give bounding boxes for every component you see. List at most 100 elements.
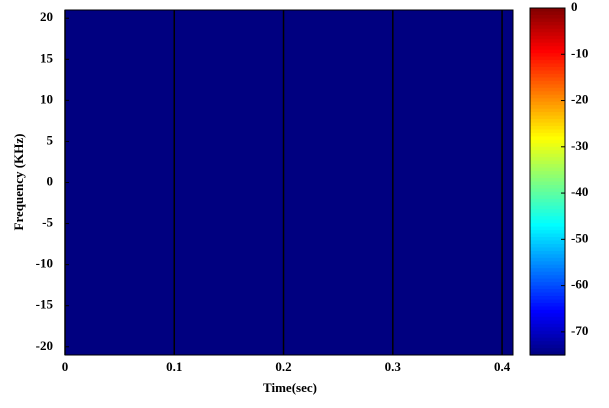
- colorbar-segment: [530, 257, 565, 262]
- colorbar-segment: [530, 87, 565, 92]
- colorbar-segment: [530, 157, 565, 162]
- colorbar-tick-label: -30: [571, 138, 588, 153]
- colorbar-segment: [530, 313, 565, 318]
- colorbar-segment: [530, 223, 565, 228]
- colorbar-segment: [530, 320, 565, 325]
- colorbar-segment: [530, 132, 565, 137]
- colorbar-tick-label: -50: [571, 230, 588, 245]
- colorbar-segment: [530, 292, 565, 297]
- y-tick-label: 5: [47, 132, 54, 147]
- colorbar-segment: [530, 70, 565, 75]
- y-tick-label: -20: [36, 338, 53, 353]
- colorbar-segment: [530, 261, 565, 266]
- x-tick-label: 0.1: [166, 359, 182, 374]
- colorbar-segment: [530, 212, 565, 217]
- colorbar-segment: [530, 136, 565, 141]
- colorbar-segment: [530, 264, 565, 269]
- colorbar-segment: [530, 268, 565, 273]
- colorbar-tick-label: -60: [571, 277, 588, 292]
- colorbar-segment: [530, 53, 565, 58]
- colorbar-segment: [530, 153, 565, 158]
- colorbar-segment: [530, 337, 565, 342]
- colorbar-segment: [530, 80, 565, 85]
- colorbar-segment: [530, 285, 565, 290]
- colorbar-segment: [530, 42, 565, 47]
- colorbar-segment: [530, 143, 565, 148]
- colorbar-segment: [530, 306, 565, 311]
- colorbar-segment: [530, 299, 565, 304]
- colorbar-segment: [530, 139, 565, 144]
- colorbar-segment: [530, 348, 565, 353]
- colorbar-segment: [530, 181, 565, 186]
- colorbar-segment: [530, 289, 565, 294]
- colorbar-segment: [530, 129, 565, 134]
- colorbar-segment: [530, 63, 565, 68]
- colorbar-segment: [530, 105, 565, 110]
- colorbar-segment: [530, 323, 565, 328]
- colorbar-segment: [530, 66, 565, 72]
- colorbar-tick-label: -20: [571, 92, 588, 107]
- colorbar-segment: [530, 160, 565, 165]
- y-axis-label: Frequency (KHz): [11, 134, 26, 231]
- colorbar-segment: [530, 171, 565, 176]
- colorbar-segment: [530, 188, 565, 193]
- colorbar-segment: [530, 341, 565, 346]
- colorbar-segment: [530, 209, 565, 214]
- colorbar-segment: [530, 219, 565, 224]
- x-tick-label: 0.2: [275, 359, 291, 374]
- x-tick-label: 0.3: [385, 359, 402, 374]
- colorbar-segment: [530, 164, 565, 169]
- colorbar-segment: [530, 198, 565, 203]
- colorbar-segment: [530, 327, 565, 332]
- colorbar-segment: [530, 39, 565, 44]
- colorbar-segment: [530, 56, 565, 61]
- colorbar-segment: [530, 296, 565, 301]
- colorbar-segment: [530, 49, 565, 54]
- plot-frame: [64, 9, 514, 356]
- colorbar-segment: [530, 216, 565, 221]
- colorbar-segment: [530, 178, 565, 183]
- colorbar-segment: [530, 309, 565, 314]
- colorbar-segment: [530, 237, 565, 242]
- colorbar-segment: [530, 184, 565, 190]
- colorbar-segment: [530, 84, 565, 89]
- colorbar-segment: [530, 167, 565, 172]
- colorbar-segment: [530, 230, 565, 235]
- colorbar-segment: [530, 278, 565, 283]
- colorbar-tick-label: -40: [571, 184, 588, 199]
- y-tick-label: 10: [40, 91, 53, 106]
- y-tick-label: 15: [40, 50, 54, 65]
- colorbar-segment: [530, 195, 565, 200]
- colorbar-tick-label: 0: [571, 0, 578, 14]
- colorbar-segment: [530, 202, 565, 207]
- colorbar-segment: [530, 91, 565, 96]
- colorbar-segment: [530, 316, 565, 321]
- colorbar-segment: [530, 351, 565, 356]
- colorbar-segment: [530, 60, 565, 65]
- y-tick-label: 0: [47, 173, 54, 188]
- plot-background: [65, 10, 513, 355]
- colorbar-segment: [530, 344, 565, 349]
- colorbar-segment: [530, 191, 565, 196]
- colorbar-segment: [530, 14, 565, 20]
- x-axis-label: Time(sec): [263, 380, 317, 395]
- colorbar-segment: [530, 112, 565, 117]
- x-tick-label: 0.4: [494, 359, 511, 374]
- colorbar-segment: [530, 122, 565, 127]
- colorbar-frame: [529, 7, 566, 356]
- colorbar-segment: [530, 275, 565, 280]
- colorbar-segment: [530, 146, 565, 151]
- colorbar-segment: [530, 11, 565, 16]
- colorbar-segment: [530, 115, 565, 120]
- colorbar-segment: [530, 150, 565, 155]
- colorbar-segment: [530, 330, 565, 335]
- y-tick-label: -10: [36, 256, 53, 271]
- colorbar-segment: [530, 46, 565, 51]
- colorbar-segment: [530, 302, 565, 308]
- y-tick-label: 20: [40, 9, 53, 24]
- x-tick-label: 0: [62, 359, 69, 374]
- colorbar-segment: [530, 98, 565, 103]
- colorbar-segment: [530, 28, 565, 33]
- colorbar-tick-label: -10: [571, 45, 588, 60]
